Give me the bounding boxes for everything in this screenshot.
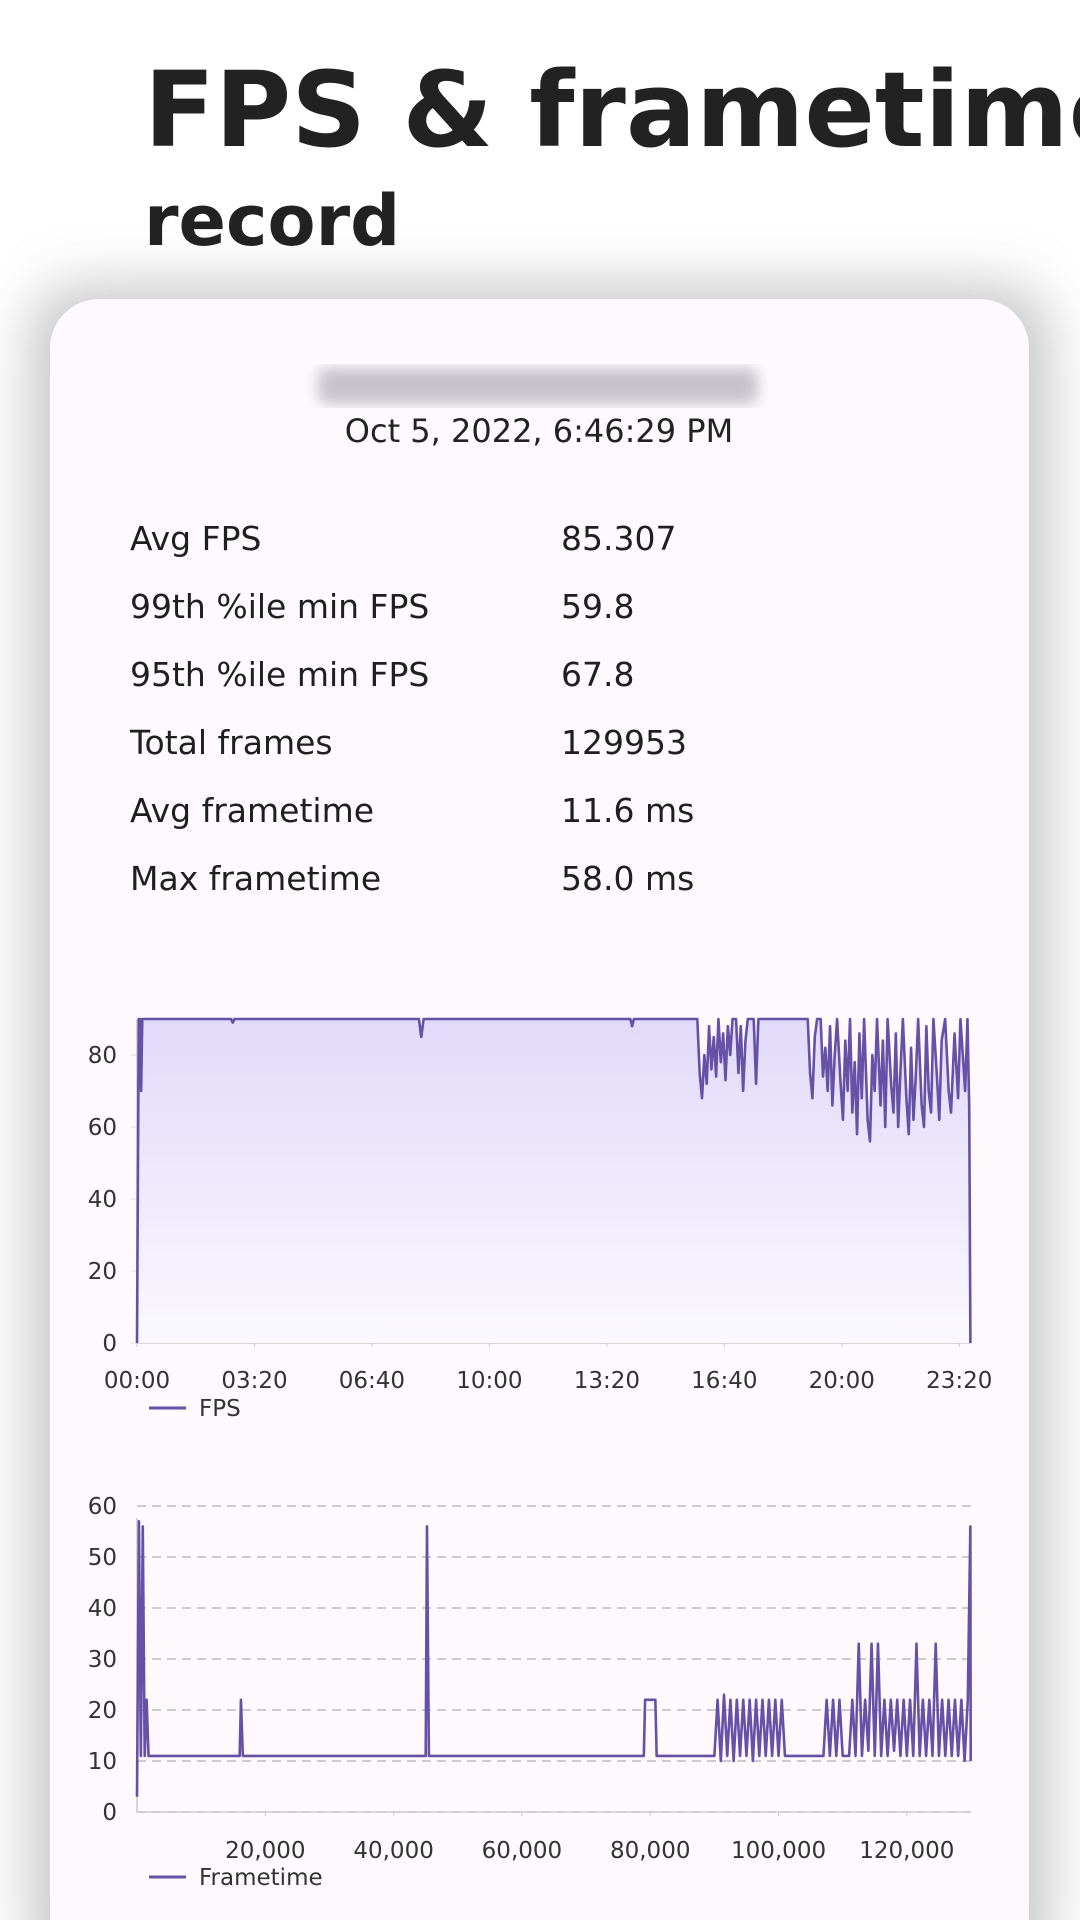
blurred-session-name [318, 368, 758, 404]
y-tick-label: 30 [88, 1647, 117, 1673]
y-tick-label: 60 [88, 1494, 117, 1520]
page-subtitle: record [144, 180, 400, 262]
x-tick-label: 80,000 [610, 1838, 690, 1864]
x-tick-label: 23:20 [926, 1368, 992, 1394]
y-tick-label: 40 [88, 1596, 117, 1622]
stat-value: 129953 [561, 723, 687, 762]
x-tick-label: 10:00 [456, 1368, 522, 1394]
y-tick-label: 0 [102, 1331, 117, 1357]
stat-label: Avg frametime [130, 791, 374, 830]
y-tick-label: 20 [88, 1698, 117, 1724]
y-tick-label: 50 [88, 1545, 117, 1571]
stat-label: Total frames [129, 723, 333, 762]
stat-value: 58.0 ms [561, 859, 694, 898]
y-tick-label: 10 [88, 1749, 117, 1775]
y-tick-label: 20 [88, 1259, 117, 1285]
y-tick-label: 60 [88, 1115, 117, 1141]
y-tick-label: 80 [88, 1043, 117, 1069]
stat-value: 11.6 ms [561, 791, 694, 830]
legend-label: FPS [199, 1396, 241, 1422]
record-date: Oct 5, 2022, 6:46:29 PM [345, 412, 733, 450]
stat-label: 95th %ile min FPS [130, 655, 429, 694]
x-tick-label: 16:40 [691, 1368, 757, 1394]
line [135, 1017, 972, 1344]
x-tick-label: 20:00 [809, 1368, 875, 1394]
legend-label: Frametime [199, 1865, 323, 1891]
x-tick-label: 120,000 [859, 1838, 954, 1864]
line [135, 1520, 972, 1797]
x-tick-label: 00:00 [104, 1368, 170, 1394]
page-title: FPS & frametime [144, 49, 1080, 171]
x-tick-label: 40,000 [353, 1838, 433, 1864]
x-tick-label: 13:20 [574, 1368, 640, 1394]
x-tick-label: 20,000 [225, 1838, 305, 1864]
x-tick-label: 03:20 [221, 1368, 287, 1394]
x-tick-label: 06:40 [339, 1368, 405, 1394]
stat-value: 67.8 [561, 655, 634, 694]
area-fill [137, 1019, 971, 1343]
x-tick-label: 60,000 [482, 1838, 562, 1864]
stat-label: Avg FPS [130, 519, 261, 558]
stat-label: 99th %ile min FPS [130, 587, 429, 626]
stat-value: 59.8 [561, 587, 634, 626]
stat-value: 85.307 [561, 519, 676, 558]
y-tick-label: 0 [102, 1800, 117, 1826]
stat-label: Max frametime [130, 859, 381, 898]
y-tick-label: 40 [88, 1187, 117, 1213]
x-tick-label: 100,000 [731, 1838, 826, 1864]
